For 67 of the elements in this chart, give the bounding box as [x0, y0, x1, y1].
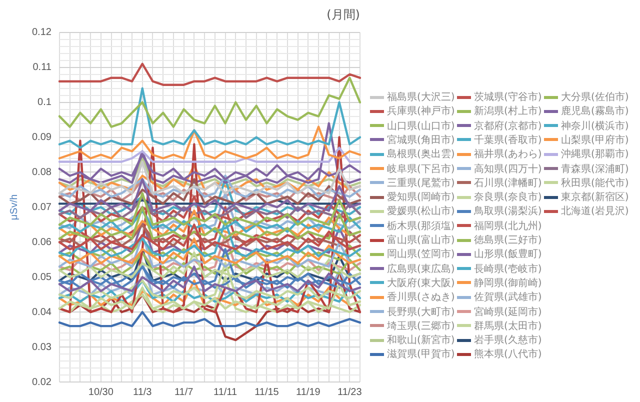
- legend-label: 福島県(大沢三): [387, 90, 455, 104]
- y-tick-label: 0.05: [32, 272, 52, 283]
- legend-label: 佐賀県(武雄市): [474, 290, 542, 304]
- legend-label: 岐阜県(下呂市): [387, 162, 455, 176]
- legend-label: 埼玉県(三郷市): [387, 320, 455, 333]
- legend-label: 千葉県(香取市): [474, 134, 542, 147]
- legend-label: 山口県(山口市): [387, 120, 455, 133]
- legend-label: 富山県(富山市): [387, 234, 455, 247]
- legend-label: 北海道(岩見沢): [561, 204, 629, 218]
- legend-label: 徳島県(三好市): [474, 234, 542, 247]
- legend-label: 愛知県(岡崎市): [387, 190, 455, 204]
- legend-label: 奈良県(奈良市): [474, 190, 542, 204]
- legend-label: 熊本県(八代市): [474, 348, 542, 362]
- legend-label: 沖縄県(那覇市): [561, 148, 629, 162]
- legend-label: 大阪府(東大阪): [387, 276, 455, 290]
- legend-label: 島根県(奥出雲): [387, 148, 455, 162]
- y-tick-label: 0.04: [32, 306, 52, 318]
- legend-label: 青森県(深浦町): [561, 162, 629, 176]
- x-tick-label: 11/23: [337, 386, 362, 398]
- legend-label: 栃木県(那須塩): [387, 220, 455, 233]
- y-tick-label: 0.1: [38, 97, 52, 108]
- legend-label: 高知県(四万十): [474, 162, 542, 176]
- x-tick-label: 11/15: [254, 386, 280, 398]
- y-tick-label: 0.06: [32, 236, 52, 248]
- legend-label: 兵庫県(神戸市): [387, 104, 455, 118]
- legend-label: 新潟県(村上市): [474, 104, 542, 118]
- legend-label: 大分県(佐伯市): [561, 90, 629, 104]
- legend-label: 秋田県(能代市): [561, 176, 629, 190]
- x-tick-label: 11/11: [214, 386, 238, 398]
- legend-label: 鳥取県(湯梨浜): [474, 204, 542, 218]
- legend-label: 香川県(さぬき): [387, 290, 455, 304]
- y-tick-label: 0.02: [32, 376, 52, 388]
- x-tick-label: 11/19: [296, 386, 321, 398]
- legend-label: 広島県(東広島): [387, 262, 455, 276]
- y-tick-label: 0.11: [32, 62, 52, 74]
- legend-label: 東京都(新宿区): [561, 190, 629, 204]
- x-tick-label: 11/3: [133, 386, 152, 398]
- chart-title: (月間): [326, 7, 360, 22]
- x-tick-label: 10/30: [88, 386, 114, 398]
- legend-label: 長崎県(壱岐市): [474, 262, 542, 276]
- y-tick-label: 0.08: [32, 166, 52, 178]
- legend-label: 長野県(大町市): [387, 306, 455, 318]
- legend-label: 滋賀県(甲賀市): [387, 348, 455, 362]
- y-tick-label: 0.07: [32, 202, 52, 213]
- y-tick-label: 0.12: [32, 27, 52, 38]
- legend-label: 三重県(尾鷲市): [387, 176, 455, 190]
- y-axis-title: μSv/h: [8, 194, 20, 220]
- legend-label: 岩手県(久慈市): [474, 334, 542, 348]
- legend-label: 愛媛県(松山市): [387, 204, 455, 218]
- legend-label: 宮城県(角田市): [387, 134, 455, 147]
- legend-label: 鹿児島(霧島市): [561, 104, 629, 118]
- legend-label: 静岡県(御前崎): [474, 276, 542, 290]
- legend-label: 茨城県(守谷市): [474, 90, 542, 104]
- legend-label: 岡山県(笠岡市): [387, 248, 455, 262]
- x-tick-label: 11/7: [174, 386, 194, 398]
- legend-label: 神奈川(横浜市): [561, 120, 629, 133]
- legend-label: 京都府(京都市): [474, 120, 542, 133]
- legend-label: 宮崎県(延岡市): [474, 306, 542, 318]
- legend-label: 群馬県(太田市): [474, 320, 542, 333]
- legend-label: 福岡県(北九州): [474, 220, 542, 233]
- legend-label: 山形県(飯豊町): [474, 248, 542, 262]
- legend-label: 福井県(あわら): [474, 148, 542, 162]
- y-tick-label: 0.09: [32, 132, 52, 144]
- legend-label: 山梨県(甲府市): [561, 134, 629, 147]
- legend-label: 石川県(津幡町): [474, 176, 542, 190]
- y-tick-label: 0.03: [32, 342, 52, 353]
- legend-label: 和歌山(新宮市): [387, 334, 455, 348]
